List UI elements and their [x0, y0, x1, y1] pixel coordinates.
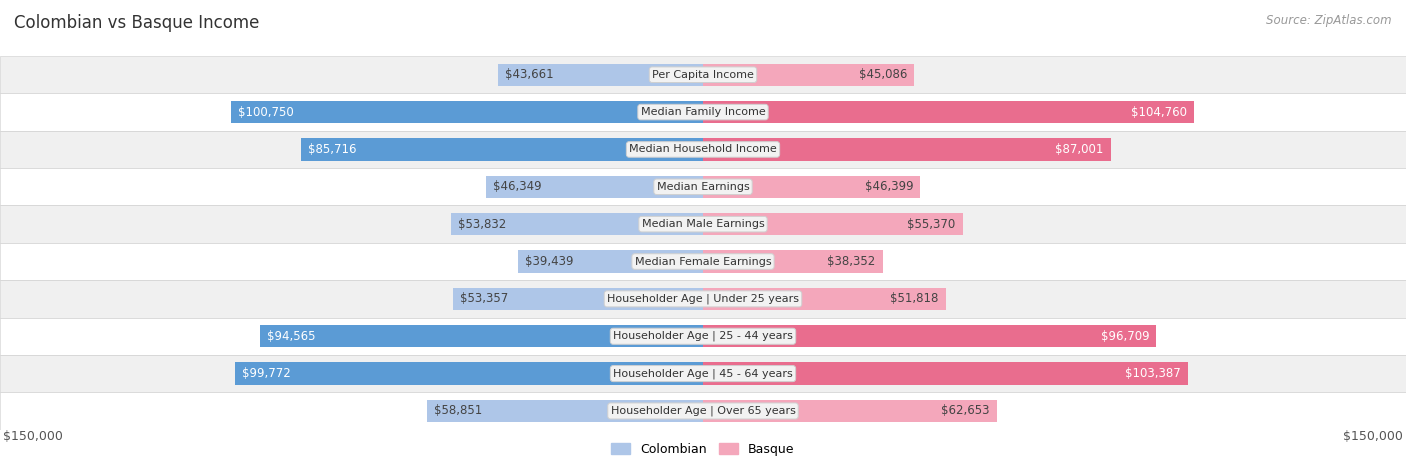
- Bar: [486, 176, 703, 198]
- Bar: [703, 101, 1194, 123]
- Text: $46,349: $46,349: [494, 180, 541, 193]
- Bar: [0, 355, 1406, 392]
- Bar: [260, 325, 703, 347]
- Bar: [519, 250, 703, 273]
- Text: $43,661: $43,661: [505, 68, 554, 81]
- Text: Median Household Income: Median Household Income: [628, 144, 778, 155]
- Text: Householder Age | Over 65 years: Householder Age | Over 65 years: [610, 406, 796, 416]
- Bar: [0, 392, 1406, 430]
- Bar: [498, 64, 703, 86]
- Text: $100,750: $100,750: [238, 106, 294, 119]
- Bar: [703, 176, 921, 198]
- Bar: [703, 213, 963, 235]
- Text: Source: ZipAtlas.com: Source: ZipAtlas.com: [1267, 14, 1392, 27]
- Text: $104,760: $104,760: [1130, 106, 1187, 119]
- Text: $94,565: $94,565: [267, 330, 315, 343]
- Bar: [453, 288, 703, 310]
- Bar: [0, 168, 1406, 205]
- Text: $39,439: $39,439: [526, 255, 574, 268]
- Text: $150,000: $150,000: [3, 430, 63, 443]
- Bar: [703, 325, 1156, 347]
- Bar: [703, 64, 914, 86]
- Text: $62,653: $62,653: [941, 404, 990, 417]
- Text: Median Family Income: Median Family Income: [641, 107, 765, 117]
- Text: Householder Age | Under 25 years: Householder Age | Under 25 years: [607, 294, 799, 304]
- Bar: [0, 93, 1406, 131]
- Text: $55,370: $55,370: [907, 218, 956, 231]
- Bar: [0, 318, 1406, 355]
- Bar: [703, 400, 997, 422]
- Bar: [0, 243, 1406, 280]
- Text: $87,001: $87,001: [1056, 143, 1104, 156]
- Text: $96,709: $96,709: [1101, 330, 1149, 343]
- Text: Per Capita Income: Per Capita Income: [652, 70, 754, 80]
- Bar: [0, 56, 1406, 93]
- Text: Colombian vs Basque Income: Colombian vs Basque Income: [14, 14, 260, 32]
- Bar: [0, 280, 1406, 318]
- Bar: [703, 288, 946, 310]
- Text: $45,086: $45,086: [859, 68, 907, 81]
- Bar: [427, 400, 703, 422]
- Text: $53,832: $53,832: [458, 218, 506, 231]
- Text: $38,352: $38,352: [828, 255, 876, 268]
- Text: $85,716: $85,716: [308, 143, 357, 156]
- Bar: [703, 250, 883, 273]
- Text: $53,357: $53,357: [460, 292, 508, 305]
- Bar: [703, 138, 1111, 161]
- Text: Householder Age | 45 - 64 years: Householder Age | 45 - 64 years: [613, 368, 793, 379]
- Bar: [231, 101, 703, 123]
- Text: Median Female Earnings: Median Female Earnings: [634, 256, 772, 267]
- Bar: [451, 213, 703, 235]
- Bar: [235, 362, 703, 385]
- Bar: [703, 362, 1188, 385]
- Text: $58,851: $58,851: [434, 404, 482, 417]
- Text: $46,399: $46,399: [865, 180, 914, 193]
- Bar: [0, 205, 1406, 243]
- Text: Median Male Earnings: Median Male Earnings: [641, 219, 765, 229]
- Text: $150,000: $150,000: [1343, 430, 1403, 443]
- Text: $51,818: $51,818: [890, 292, 939, 305]
- Text: Median Earnings: Median Earnings: [657, 182, 749, 192]
- Text: Householder Age | 25 - 44 years: Householder Age | 25 - 44 years: [613, 331, 793, 341]
- Bar: [0, 131, 1406, 168]
- Bar: [301, 138, 703, 161]
- Legend: Colombian, Basque: Colombian, Basque: [606, 438, 800, 461]
- Text: $99,772: $99,772: [242, 367, 291, 380]
- Text: $103,387: $103,387: [1125, 367, 1181, 380]
